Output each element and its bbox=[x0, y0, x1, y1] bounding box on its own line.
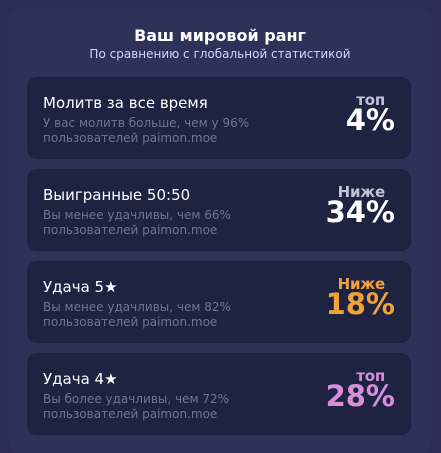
rank-indicator: топ 28% bbox=[285, 367, 395, 413]
card-description-line: Вы более удачливы, чем 72% bbox=[43, 392, 230, 406]
card-description-line: пользователей paimon.moe bbox=[43, 131, 218, 145]
rank-card-total-wishes: Молитв за все время У вас молитв больше,… bbox=[27, 77, 411, 159]
rank-indicator: Ниже 18% bbox=[285, 275, 395, 321]
rank-value: 34% bbox=[325, 195, 395, 229]
card-description-line: Вы менее удачливы, чем 82% bbox=[43, 300, 231, 314]
rank-label: Ниже bbox=[337, 183, 386, 201]
card-description-line: пользователей paimon.moe bbox=[43, 223, 218, 237]
rank-value: 4% bbox=[345, 103, 395, 137]
panel-title: Ваш мировой ранг bbox=[134, 26, 306, 45]
panel-subtitle: По сравнению с глобальной статистикой bbox=[89, 47, 351, 61]
rank-card-luck-5star: Удача 5★ Вы менее удачливы, чем 82% поль… bbox=[27, 261, 411, 343]
card-title: Удача 5★ bbox=[43, 278, 118, 296]
card-description-line: Вы менее удачливы, чем 66% bbox=[43, 208, 231, 222]
rank-label: топ bbox=[356, 367, 385, 385]
rank-value: 28% bbox=[325, 379, 395, 413]
rank-label: топ bbox=[356, 91, 385, 109]
card-description: У вас молитв больше, чем у 96% пользоват… bbox=[43, 116, 283, 146]
world-rank-panel: Ваш мировой ранг По сравнению с глобальн… bbox=[8, 8, 432, 453]
rank-card-luck-4star: Удача 4★ Вы более удачливы, чем 72% поль… bbox=[27, 353, 411, 435]
rank-label: Ниже bbox=[337, 275, 386, 293]
panel-header: Ваш мировой ранг По сравнению с глобальн… bbox=[8, 26, 432, 61]
card-title: Удача 4★ bbox=[43, 370, 118, 388]
card-description: Вы менее удачливы, чем 66% пользователей… bbox=[43, 208, 283, 238]
card-description: Вы более удачливы, чем 72% пользователей… bbox=[43, 392, 283, 422]
card-description: Вы менее удачливы, чем 82% пользователей… bbox=[43, 300, 283, 330]
card-description-line: пользователей paimon.moe bbox=[43, 407, 218, 421]
card-title: Молитв за все время bbox=[43, 94, 208, 112]
rank-card-won-5050: Выигранные 50:50 Вы менее удачливы, чем … bbox=[27, 169, 411, 251]
rank-indicator: Ниже 34% bbox=[285, 183, 395, 229]
card-description-line: У вас молитв больше, чем у 96% bbox=[43, 116, 250, 130]
rank-indicator: топ 4% bbox=[285, 91, 395, 137]
card-title: Выигранные 50:50 bbox=[43, 186, 191, 204]
rank-value: 18% bbox=[325, 287, 395, 321]
card-description-line: пользователей paimon.moe bbox=[43, 315, 218, 329]
